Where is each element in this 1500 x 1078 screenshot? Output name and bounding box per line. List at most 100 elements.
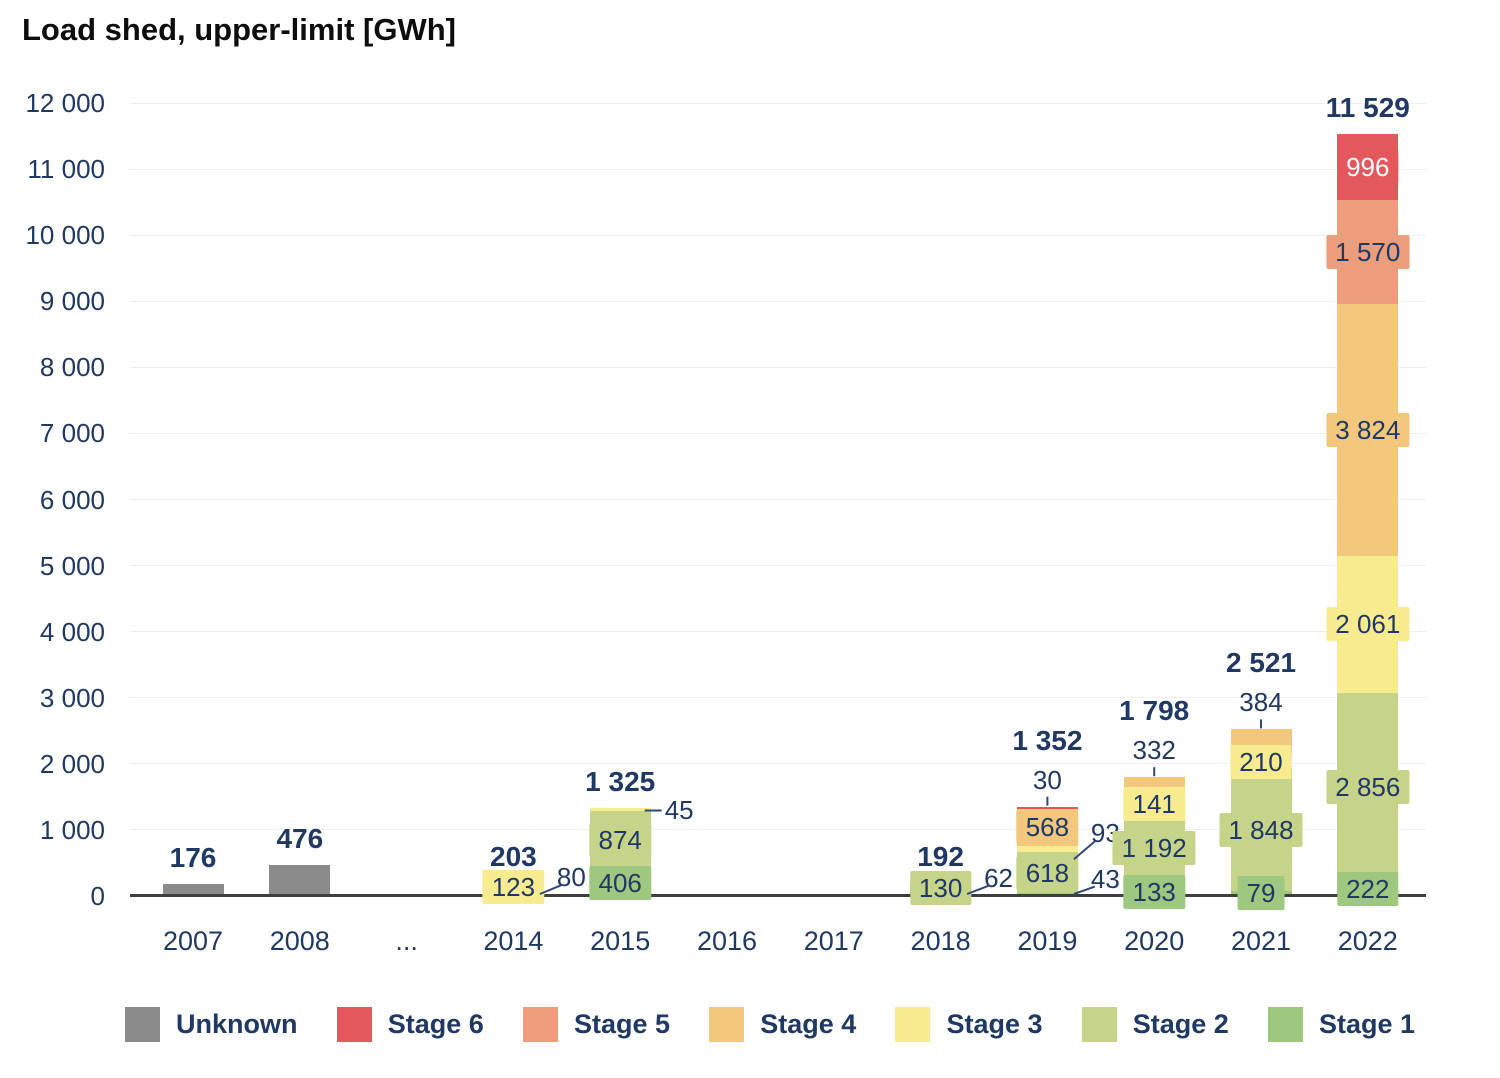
gridline — [130, 432, 1426, 434]
x-axis-label-2014: 2014 — [483, 926, 544, 956]
segment-value-callout: 30 — [1032, 764, 1062, 795]
bar-segment-stage-6-2019 — [1016, 806, 1078, 809]
segment-value-badge: 1 192 — [1112, 830, 1196, 865]
bar-total-label: 11 529 — [1325, 92, 1410, 124]
x-axis-label-...: ... — [395, 926, 418, 956]
legend-label: Stage 3 — [946, 1008, 1043, 1039]
y-axis-tick-label: 3 000 — [39, 682, 105, 713]
y-axis-tick-label: 5 000 — [39, 550, 105, 581]
legend-swatch — [1267, 1006, 1303, 1042]
x-axis-label-2019: 2019 — [1017, 926, 1078, 956]
segment-value-badge: 2 061 — [1326, 607, 1410, 642]
segment-value-badge: 210 — [1230, 744, 1292, 779]
segment-value-callout: 45 — [664, 795, 694, 826]
x-axis-label-2018: 2018 — [910, 926, 971, 956]
gridline — [130, 300, 1426, 302]
segment-value-badge: 618 — [1016, 855, 1079, 890]
y-axis-tick-label: 12 000 — [25, 88, 105, 118]
legend-label: Stage 6 — [387, 1008, 484, 1039]
segment-value-badge: 568 — [1016, 810, 1079, 845]
bar-total-label: 476 — [276, 822, 324, 854]
segment-value-callout: 43 — [1090, 863, 1120, 894]
y-axis-tick-label: 10 000 — [25, 220, 105, 251]
gridline — [130, 366, 1426, 368]
gridline — [130, 102, 1426, 104]
y-axis-tick-label: 4 000 — [39, 616, 105, 647]
segment-value-callout: 80 — [556, 862, 586, 893]
segment-value-badge: 79 — [1237, 876, 1285, 911]
bar-total-label: 176 — [169, 842, 217, 874]
segment-value-badge: 996 — [1337, 150, 1399, 185]
bar-total-label: 1 798 — [1119, 695, 1190, 727]
segment-value-callout: 332 — [1132, 735, 1176, 766]
bar-segment-stage-3-2019 — [1016, 846, 1078, 853]
legend-label: Unknown — [176, 1008, 298, 1039]
gridline — [130, 565, 1426, 567]
legend-item-stage-4: Stage 4 — [709, 1006, 857, 1042]
gridline — [130, 829, 1426, 831]
segment-value-badge: 3 824 — [1326, 413, 1410, 448]
y-axis-tick-label: 7 000 — [39, 418, 105, 449]
chart-title: Load shed, upper-limit [GWh] — [22, 12, 456, 47]
y-axis-tick-label: 6 000 — [39, 484, 105, 515]
x-axis-label-2022: 2022 — [1337, 926, 1398, 956]
segment-value-badge: 222 — [1337, 871, 1399, 906]
legend-item-stage-5: Stage 5 — [522, 1006, 670, 1042]
gridline — [130, 631, 1426, 633]
legend-swatch — [522, 1006, 558, 1042]
x-axis-label-2016: 2016 — [696, 926, 758, 956]
gridline — [130, 697, 1426, 699]
segment-value-callout: 384 — [1239, 687, 1283, 718]
legend-label: Stage 1 — [1318, 1008, 1415, 1039]
segment-value-badge: 133 — [1123, 874, 1185, 909]
x-axis-label-2007: 2007 — [162, 926, 224, 956]
segment-value-badge: 141 — [1123, 786, 1185, 821]
bar-total-label: 203 — [490, 840, 537, 872]
legend-item-stage-1: Stage 1 — [1267, 1006, 1415, 1042]
x-axis-line — [130, 894, 1426, 897]
segment-value-badge: 1 570 — [1326, 234, 1410, 269]
bar-segment-unknown-2008 — [269, 864, 331, 896]
legend: Unknown Stage 6 Stage 5 Stage 4 Stage 3 Stage… — [125, 1002, 1415, 1046]
bar-segment-unknown-2007 — [162, 884, 224, 896]
y-axis-tick-label: 8 000 — [39, 352, 105, 383]
y-axis-tick-label: 2 000 — [39, 748, 105, 779]
segment-value-badge: 2 856 — [1326, 769, 1410, 804]
legend-label: Stage 5 — [573, 1008, 670, 1039]
gridline — [130, 763, 1426, 765]
gridline — [130, 499, 1426, 500]
gridline — [130, 234, 1426, 236]
x-axis-label-2021: 2021 — [1230, 926, 1292, 956]
legend-swatch — [336, 1006, 372, 1042]
legend-swatch — [1081, 1006, 1117, 1042]
y-axis-tick-label: 9 000 — [39, 286, 105, 317]
bar-total-label: 1 325 — [585, 766, 656, 798]
y-axis-tick-label: 1 000 — [39, 814, 105, 845]
legend-swatch — [709, 1006, 745, 1042]
segment-value-badge: 406 — [589, 865, 651, 900]
legend-item-unknown: Unknown — [125, 1006, 298, 1042]
y-axis-tick-label: 0 — [90, 881, 105, 911]
segment-value-badge: 123 — [482, 869, 545, 904]
legend-item-stage-2: Stage 2 — [1081, 1006, 1229, 1042]
legend-item-stage-3: Stage 3 — [895, 1006, 1043, 1042]
bar-total-label: 1 352 — [1012, 724, 1083, 756]
x-axis-label-2017: 2017 — [803, 926, 864, 956]
bar-segment-stage-3-2015 — [589, 808, 651, 812]
legend-label: Stage 4 — [760, 1008, 857, 1039]
segment-value-badge: 874 — [589, 823, 651, 858]
segment-value-badge: 1 848 — [1219, 812, 1303, 847]
legend-item-stage-6: Stage 6 — [336, 1006, 484, 1042]
gridline — [130, 168, 1426, 170]
y-axis-tick-label: 11 000 — [27, 154, 105, 185]
x-axis-label-2020: 2020 — [1124, 926, 1185, 956]
bar-total-label: 192 — [917, 841, 964, 873]
bar-total-label: 2 521 — [1225, 647, 1297, 679]
segment-value-callout: 62 — [984, 862, 1014, 893]
legend-swatch — [895, 1006, 931, 1042]
legend-label: Stage 2 — [1132, 1008, 1229, 1039]
x-axis-label-2015: 2015 — [590, 926, 651, 956]
segment-value-badge: 130 — [909, 870, 972, 905]
